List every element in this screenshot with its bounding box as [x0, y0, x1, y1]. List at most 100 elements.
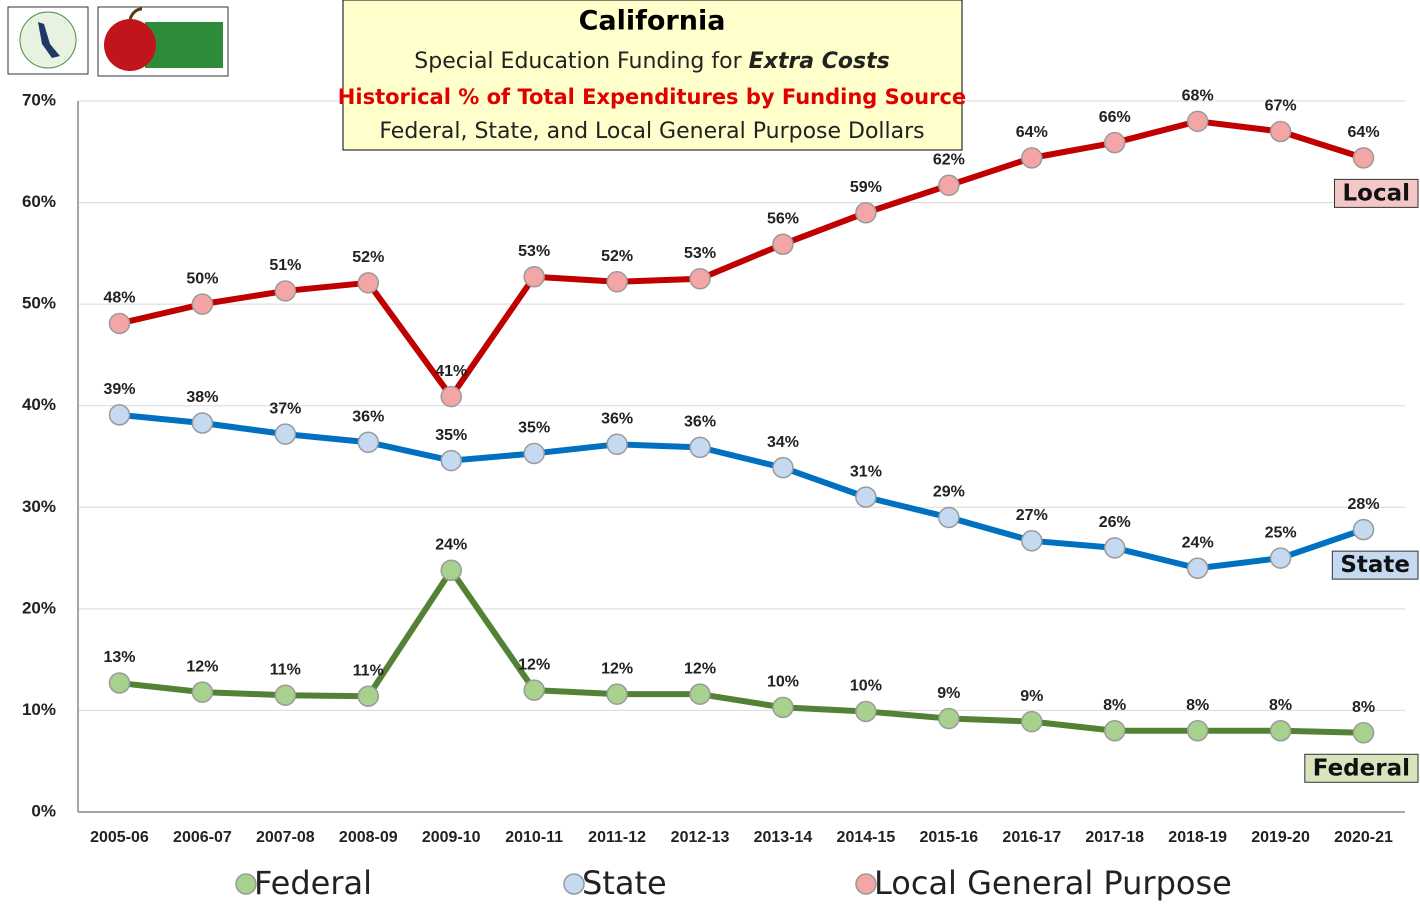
- marker: [274, 280, 297, 302]
- marker: [1021, 147, 1043, 169]
- data-label: 29%: [933, 484, 965, 501]
- title-box: [342, 0, 963, 151]
- marker: [191, 412, 214, 434]
- y-tick-label: 50%: [22, 294, 56, 313]
- data-label: 25%: [1265, 524, 1297, 541]
- legend-marker: [855, 873, 877, 895]
- logo-right: [97, 6, 229, 77]
- data-label: 56%: [767, 210, 799, 227]
- data-label: 8%: [1269, 697, 1292, 714]
- x-tick-label: 2019-20: [1251, 829, 1310, 846]
- x-tick-label: 2010-11: [505, 829, 563, 846]
- x-tick-label: 2016-17: [1002, 829, 1061, 846]
- marker: [1103, 719, 1126, 742]
- legend-marker: [235, 873, 257, 895]
- data-label: 10%: [850, 678, 882, 695]
- marker: [1269, 719, 1292, 742]
- data-label: 62%: [933, 152, 965, 169]
- marker: [938, 506, 960, 529]
- end-label: Federal: [1313, 755, 1410, 781]
- marker: [606, 433, 628, 456]
- data-label: 27%: [1016, 507, 1048, 524]
- marker: [357, 685, 380, 707]
- subtitle: Special Education Funding for Extra Cost…: [414, 49, 889, 74]
- marker: [1021, 530, 1043, 552]
- data-label: 12%: [518, 656, 550, 673]
- marker: [1352, 147, 1375, 169]
- subtitle-prefix: Special Education Funding for: [414, 49, 742, 74]
- marker: [855, 700, 877, 723]
- y-tick-label: 40%: [22, 395, 56, 414]
- x-tick-label: 2014-15: [837, 829, 896, 846]
- marker: [108, 672, 131, 694]
- x-tick-label: 2005-06: [90, 829, 149, 846]
- data-label: 67%: [1265, 98, 1297, 115]
- marker: [440, 449, 462, 472]
- data-label: 59%: [850, 179, 882, 196]
- subtitle-emphasis: Extra Costs: [749, 49, 890, 74]
- marker: [689, 436, 711, 459]
- data-label: 8%: [1103, 697, 1126, 714]
- data-label: 66%: [1099, 109, 1131, 126]
- y-tick-label: 60%: [22, 192, 56, 211]
- marker: [855, 201, 877, 224]
- x-tick-label: 2009-10: [422, 829, 481, 846]
- data-label: 51%: [269, 257, 301, 274]
- marker: [440, 559, 462, 582]
- x-tick-label: 2008-09: [339, 829, 398, 846]
- grid: [77, 100, 1405, 813]
- legend-label: State: [582, 864, 667, 902]
- y-tick-label: 30%: [22, 497, 56, 516]
- marker: [1186, 719, 1209, 742]
- marker: [1103, 131, 1126, 154]
- legend-label: Local General Purpose: [874, 864, 1232, 902]
- data-label: 24%: [1182, 534, 1214, 551]
- data-label: 28%: [1348, 496, 1380, 513]
- marker: [1186, 557, 1209, 579]
- y-tick-label: 20%: [22, 598, 56, 617]
- data-label: 9%: [1020, 688, 1043, 705]
- marker: [357, 272, 380, 294]
- marker: [1352, 722, 1375, 744]
- subtitle-3: Federal, State, and Local General Purpos…: [379, 119, 924, 144]
- data-label: 12%: [684, 660, 716, 677]
- data-label: 64%: [1348, 124, 1380, 141]
- x-tick-label: 2015-16: [919, 829, 978, 846]
- marker: [108, 312, 131, 335]
- marker: [855, 486, 877, 508]
- data-label: 50%: [186, 270, 218, 287]
- data-label: 11%: [353, 662, 384, 679]
- marker: [606, 271, 628, 293]
- marker: [191, 293, 214, 315]
- marker: [689, 683, 711, 705]
- marker: [938, 174, 960, 197]
- marker: [938, 707, 960, 730]
- data-label: 34%: [767, 434, 799, 451]
- y-tick-label: 70%: [22, 90, 56, 109]
- marker: [357, 431, 380, 454]
- marker: [523, 679, 545, 701]
- legend-marker: [563, 873, 585, 895]
- end-label-box: [1331, 550, 1419, 580]
- marker: [606, 683, 628, 705]
- marker: [1352, 518, 1375, 541]
- data-label: 24%: [435, 536, 467, 553]
- data-label: 11%: [270, 661, 301, 678]
- x-tick-label: 2007-08: [256, 829, 315, 846]
- y-tick-label: 0%: [31, 801, 56, 820]
- data-label: 38%: [186, 389, 218, 406]
- marker: [108, 404, 131, 426]
- x-tick-label: 2018-19: [1168, 829, 1227, 846]
- marker: [1269, 120, 1292, 143]
- data-label: 13%: [103, 649, 135, 666]
- data-label: 53%: [684, 245, 716, 262]
- data-label: 9%: [937, 685, 960, 702]
- data-label: 52%: [352, 249, 384, 266]
- marker: [772, 456, 794, 479]
- data-label: 8%: [1186, 697, 1209, 714]
- data-label: 36%: [684, 414, 716, 431]
- data-label: 37%: [269, 400, 301, 417]
- x-tick-label: 2020-21: [1334, 829, 1393, 846]
- x-tick-label: 2011-12: [588, 829, 646, 846]
